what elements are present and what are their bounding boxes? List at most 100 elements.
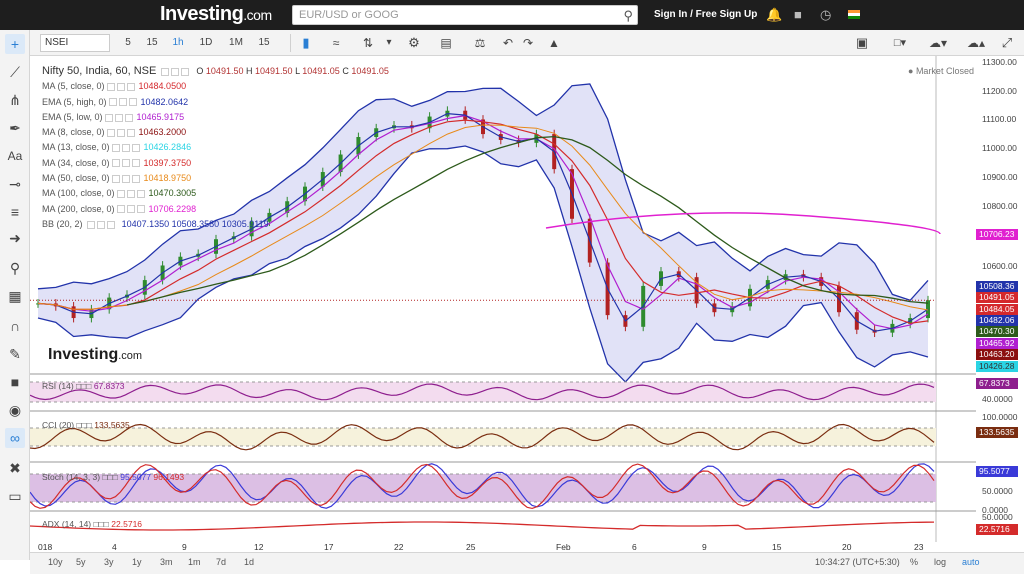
legend-settings-icon[interactable] [170,67,179,76]
legend-settings-icon[interactable]: □□□ [76,420,92,430]
legend-row[interactable]: EMA (5, low, 0) 10465.9175 [42,110,389,125]
legend-settings-icon[interactable] [111,174,120,183]
compare-icon[interactable]: ⚖ [474,36,486,50]
fullscreen-icon[interactable]: ⤢ [1001,35,1013,50]
legend-settings-icon[interactable] [97,220,106,229]
legend-settings-icon[interactable] [104,113,113,122]
legend-row[interactable]: MA (50, close, 0) 10418.9750 [42,171,389,186]
text-tool-icon[interactable]: Aa [7,149,23,163]
legend-settings-icon[interactable] [111,144,120,153]
bell-icon[interactable]: 🔔 [766,7,783,22]
chevron-down-icon[interactable]: ▾ [386,37,392,48]
interval-button[interactable]: 1D [199,37,213,48]
percent-toggle[interactable]: % [910,557,919,567]
range-button[interactable]: 1d [244,557,255,567]
legend-row[interactable]: MA (200, close, 0) 10706.2298 [42,202,389,217]
legend-settings-icon[interactable] [126,82,135,91]
brush-icon[interactable]: ✒ [9,120,21,136]
range-button[interactable]: 7d [216,557,227,567]
link-icon[interactable]: ∞ [5,428,25,448]
interval-button[interactable]: 5 [125,37,131,48]
legend-settings-icon[interactable] [114,113,123,122]
lock-icon[interactable]: ■ [10,374,20,390]
legend-settings-icon[interactable] [106,128,115,137]
legend-settings-icon[interactable] [116,128,125,137]
redo-icon[interactable]: ↷ [522,36,534,50]
legend-settings-icon[interactable] [131,159,140,168]
trash-icon[interactable]: ▭ [8,488,22,504]
legend-settings-icon[interactable] [87,220,96,229]
tools-icon[interactable]: ✖ [9,460,21,476]
legend-settings-icon[interactable] [121,144,130,153]
legend-settings-icon[interactable]: □□□ [76,381,92,391]
interval-button[interactable]: 1h [172,37,184,48]
range-button[interactable]: 3m [160,557,173,567]
crosshair-icon[interactable]: + [5,34,25,54]
range-button[interactable]: 10y [48,557,63,567]
search-input[interactable]: EUR/USD or GOOG ⚲ [292,5,638,25]
legend-settings-icon[interactable] [121,174,130,183]
cloud-load-icon[interactable]: ☁▾ [928,36,948,50]
interval-button[interactable]: 15 [146,37,158,48]
arrow-left-icon[interactable]: ➜ [9,230,21,246]
legend-row[interactable]: EMA (5, high, 0) 10482.0642 [42,95,389,110]
legend-settings-icon[interactable] [160,67,169,76]
pattern-icon[interactable]: ⊸ [9,176,21,192]
eye-icon[interactable]: ◉ [8,402,22,418]
range-button[interactable]: 5y [76,557,86,567]
fib-icon[interactable]: ≡ [10,204,20,220]
legend-settings-icon[interactable] [131,144,140,153]
legend-settings-icon[interactable] [107,220,116,229]
cloud-save-icon[interactable]: ☁▴ [966,36,986,50]
legend-row[interactable]: MA (100, close, 0) 10470.3005 [42,186,389,201]
legend-settings-icon[interactable] [111,159,120,168]
legend-settings-icon[interactable] [136,190,145,198]
legend-settings-icon[interactable] [131,174,140,183]
legend-settings-icon[interactable] [126,205,135,214]
legend-settings-icon[interactable] [136,205,145,214]
camera-icon[interactable]: ▣ [855,35,869,50]
measure-icon[interactable]: ▦ [8,288,22,304]
legend-settings-icon[interactable] [106,82,115,91]
bar-style-icon[interactable]: ⇅ [362,36,374,50]
range-button[interactable]: 1m [188,557,201,567]
symbol-input[interactable]: NSEI [40,34,110,52]
legend-settings-icon[interactable] [126,128,135,137]
candle-style-icon[interactable]: ▮ [302,35,310,50]
investing-logo[interactable]: Investing.com [160,3,272,26]
briefcase-icon[interactable]: ■ [794,7,802,22]
search-icon[interactable]: ⚲ [623,8,633,23]
legend-row[interactable]: MA (5, close, 0) 10484.0500 [42,79,389,94]
gear-icon[interactable]: ⚙ [408,35,420,50]
range-button[interactable]: 1y [132,557,142,567]
layout-icon[interactable]: □▾ [893,37,907,49]
rsi-label[interactable]: RSI (14) □□□ 67.8373 [42,381,125,391]
india-flag-icon[interactable] [848,10,860,19]
legend-settings-icon[interactable] [116,190,125,198]
legend-settings-icon[interactable] [118,98,127,107]
legend-settings-icon[interactable]: □□□ [93,519,109,529]
log-toggle[interactable]: log [934,557,947,567]
legend-row-bb[interactable]: BB (20, 2) 10407.1350 10508.3580 10305.9… [42,217,389,232]
legend-settings-icon[interactable] [126,190,135,198]
legend-settings-icon[interactable] [108,98,117,107]
price-chart[interactable] [30,56,976,542]
clock-icon[interactable]: ◷ [820,7,832,22]
legend-settings-icon[interactable] [124,113,133,122]
legend-row[interactable]: MA (8, close, 0) 10463.2000 [42,125,389,140]
auto-toggle[interactable]: auto [962,557,980,567]
legend-settings-icon[interactable] [180,67,189,76]
pencil-icon[interactable]: ✎ [9,346,21,362]
legend-settings-icon[interactable] [116,82,125,91]
zoom-icon[interactable]: ⚲ [9,260,21,276]
legend-row[interactable]: MA (13, close, 0) 10426.2846 [42,140,389,155]
sign-in-link[interactable]: Sign In / Free Sign Up [654,9,758,20]
magnet-icon[interactable]: ∩ [9,318,21,334]
legend-settings-icon[interactable]: □□□ [102,472,118,482]
adx-label[interactable]: ADX (14, 14) □□□ 22.5716 [42,519,142,529]
interval-button[interactable]: 15 [258,37,270,48]
indicators-icon[interactable]: ▤ [440,36,452,50]
range-button[interactable]: 3y [104,557,114,567]
line-style-icon[interactable]: ≈ [332,36,340,50]
cci-label[interactable]: CCI (20) □□□ 133.5635 [42,420,130,430]
